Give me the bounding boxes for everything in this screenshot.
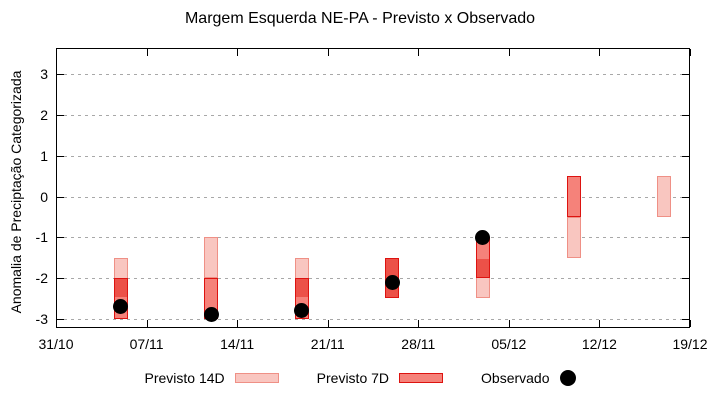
forecast-7d-box xyxy=(566,176,581,217)
y-tick-label: -1 xyxy=(35,229,48,246)
y-tick-mark xyxy=(682,237,689,239)
x-tick-mark xyxy=(327,320,329,327)
legend-item-observado: Observado xyxy=(481,370,576,386)
x-tick-mark xyxy=(508,320,510,327)
x-tick-label: 05/12 xyxy=(491,336,527,352)
forecast-14d-box xyxy=(566,216,581,258)
y-tick-mark xyxy=(682,155,689,157)
observed-dot xyxy=(384,274,400,290)
y-tick-label: -3 xyxy=(35,310,48,327)
forecast-14d-box xyxy=(204,237,219,278)
y-tick-mark xyxy=(57,74,64,76)
x-tick-mark xyxy=(327,49,329,56)
x-tick-mark xyxy=(599,320,601,327)
x-tick-mark xyxy=(146,320,148,327)
observed-dot xyxy=(475,229,491,245)
gridline xyxy=(57,277,689,279)
y-tick-label: -2 xyxy=(35,269,48,286)
x-tick-mark xyxy=(237,320,239,327)
gridline xyxy=(57,237,689,239)
observed-dot xyxy=(294,303,310,318)
x-tick-label: 19/12 xyxy=(672,336,708,352)
x-tick-label: 31/10 xyxy=(38,336,74,352)
x-tick-label: 28/11 xyxy=(401,336,436,352)
y-tick-label: 1 xyxy=(40,147,48,164)
y-tick-label: 2 xyxy=(40,107,48,124)
y-tick-mark xyxy=(57,277,64,279)
legend-item-previsto-7d: Previsto 7D xyxy=(316,370,444,386)
legend-label-observado: Observado xyxy=(481,370,550,386)
y-tick-mark xyxy=(682,196,689,198)
observed-dot xyxy=(203,307,219,323)
legend-item-previsto-14d: Previsto 14D xyxy=(145,370,279,386)
x-tick-mark xyxy=(690,320,691,327)
gridline xyxy=(57,318,689,320)
forecast-overlap-region xyxy=(295,278,308,298)
y-tick-mark xyxy=(682,115,689,117)
gridline xyxy=(57,196,689,198)
y-tick-label: 0 xyxy=(40,188,48,205)
y-tick-mark xyxy=(682,74,689,76)
x-tick-label: 21/11 xyxy=(310,336,345,352)
x-tick-mark xyxy=(146,49,148,56)
y-tick-label: 3 xyxy=(40,66,48,83)
forecast-overlap-region xyxy=(114,278,127,298)
x-tick-mark xyxy=(418,49,420,56)
x-tick-label: 12/12 xyxy=(581,336,617,352)
x-tick-mark xyxy=(56,320,57,327)
observado-dot-icon xyxy=(559,370,576,386)
x-tick-label: 14/11 xyxy=(220,336,255,352)
legend-label-previsto-14d: Previsto 14D xyxy=(144,370,225,386)
previsto-7d-swatch-icon xyxy=(399,373,444,383)
y-tick-mark xyxy=(57,115,64,117)
gridline xyxy=(57,155,689,157)
y-tick-mark xyxy=(57,237,64,239)
y-tick-mark xyxy=(682,318,689,320)
x-tick-mark xyxy=(599,49,601,56)
forecast-14d-box xyxy=(657,176,672,217)
x-tick-mark xyxy=(690,49,691,56)
previsto-14d-swatch-icon xyxy=(234,373,279,383)
gridline xyxy=(57,115,689,117)
forecast-overlap-region xyxy=(476,258,489,277)
x-tick-mark xyxy=(56,49,57,56)
legend: Previsto 14D Previsto 7D Observado xyxy=(0,370,720,386)
y-tick-mark xyxy=(57,196,64,198)
x-tick-label: 07/11 xyxy=(129,336,164,352)
y-tick-mark xyxy=(57,155,64,157)
y-tick-mark xyxy=(57,318,64,320)
plot-frame xyxy=(56,48,690,328)
x-tick-mark xyxy=(508,49,510,56)
x-tick-mark xyxy=(418,320,420,327)
x-tick-mark xyxy=(237,49,239,56)
gridline xyxy=(57,74,689,76)
y-tick-mark xyxy=(682,277,689,279)
legend-label-previsto-7d: Previsto 7D xyxy=(316,370,390,386)
observed-dot xyxy=(113,298,129,314)
chart-title: Margem Esquerda NE-PA - Previsto x Obser… xyxy=(184,10,536,27)
